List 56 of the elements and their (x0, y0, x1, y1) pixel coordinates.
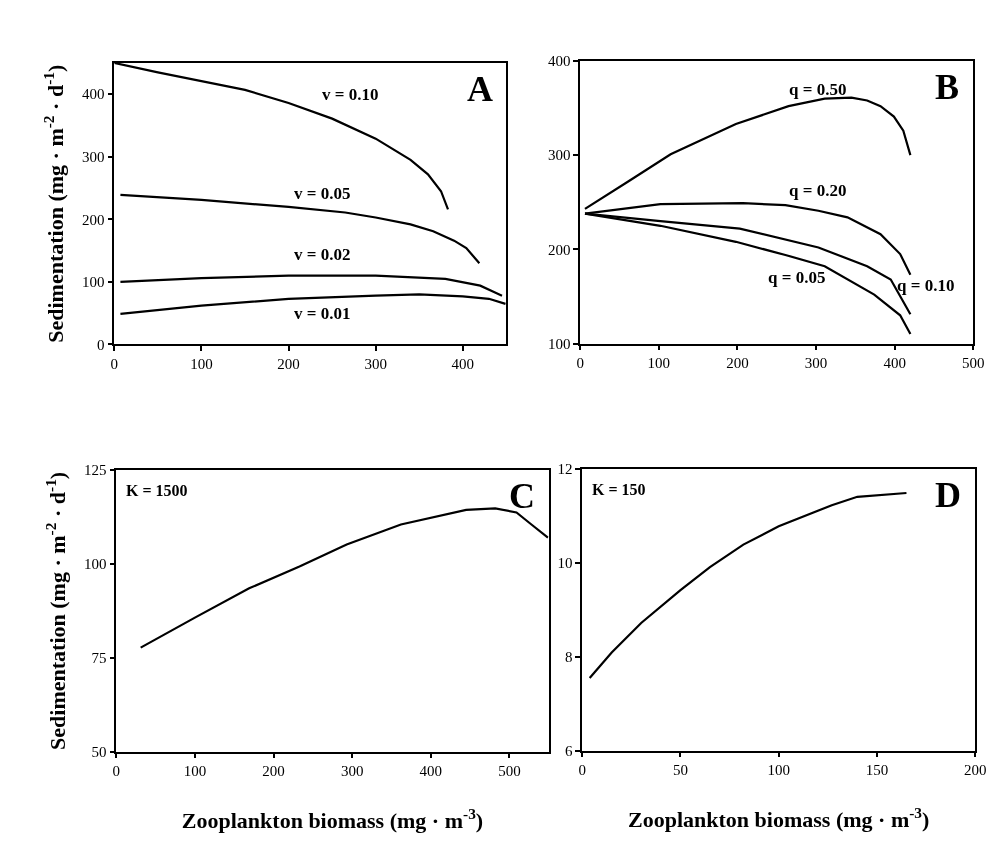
series-label: q = 0.50 (789, 80, 847, 99)
x-axis-title: Zooplankton biomass (mg · m$^{-3}$) (628, 803, 930, 832)
y-tick-label: 0 (97, 336, 105, 353)
y-tick-label: 6 (564, 742, 573, 759)
x-tick-label: 500 (962, 355, 985, 372)
y-tick-label: 125 (84, 462, 107, 479)
series-label: v = 0.05 (294, 184, 351, 203)
y-tick-label: 50 (91, 743, 107, 760)
x-tick-label: 0 (110, 356, 119, 373)
annotation: A (467, 69, 493, 109)
y-tick-label: 300 (547, 147, 571, 164)
x-tick-label: 300 (340, 763, 364, 780)
series-label: v = 0.02 (294, 245, 351, 264)
x-tick-label: 200 (963, 762, 987, 779)
y-tick-label: 400 (547, 53, 571, 70)
series-label: v = 0.10 (322, 85, 379, 104)
y-tick-label: 8 (564, 649, 573, 666)
x-tick-label: 300 (804, 355, 828, 372)
y-tick-label: 75 (91, 650, 107, 667)
series-label: q = 0.05 (768, 268, 826, 287)
annotation: C (509, 476, 535, 516)
x-tick-label: 300 (364, 356, 387, 373)
y-tick-label: 100 (84, 556, 107, 573)
x-tick-label: 0 (578, 762, 586, 779)
annotation: B (935, 67, 960, 107)
x-tick-label: 100 (190, 356, 213, 373)
x-tick-label: 50 (672, 762, 688, 779)
y-tick-label: 12 (557, 461, 573, 478)
x-tick-label: 150 (865, 762, 889, 779)
x-tick-label: 200 (277, 356, 300, 373)
y-tick-label: 400 (82, 86, 105, 103)
y-tick-label: 100 (547, 335, 571, 352)
y-tick-label: 200 (547, 241, 571, 258)
x-tick-label: 0 (576, 355, 584, 372)
x-axis-title: Zooplankton biomass (mg · m$^{-3}$) (181, 804, 484, 833)
x-tick-label: 400 (451, 356, 475, 373)
y-tick-label: 10 (557, 555, 573, 572)
x-tick-label: 200 (726, 355, 749, 372)
x-tick-label: 0 (112, 763, 121, 780)
series-label: q = 0.20 (789, 181, 847, 200)
x-tick-label: 400 (419, 763, 443, 780)
annotation: D (935, 475, 961, 515)
x-tick-label: 500 (498, 763, 521, 780)
annotation: K = 150 (592, 481, 646, 498)
line-series (119, 274, 504, 297)
y-tick-label: 300 (82, 149, 105, 166)
x-tick-label: 100 (767, 762, 790, 779)
y-tick-label: 200 (82, 211, 105, 228)
x-tick-label: 400 (883, 355, 906, 372)
series-label: v = 0.01 (294, 304, 351, 323)
annotation: K = 1500 (126, 482, 188, 499)
x-tick-label: 100 (647, 355, 671, 372)
series-label: q = 0.10 (897, 276, 955, 295)
x-tick-label: 200 (262, 763, 285, 780)
x-tick-label: 100 (183, 763, 207, 780)
y-tick-label: 100 (82, 274, 105, 291)
